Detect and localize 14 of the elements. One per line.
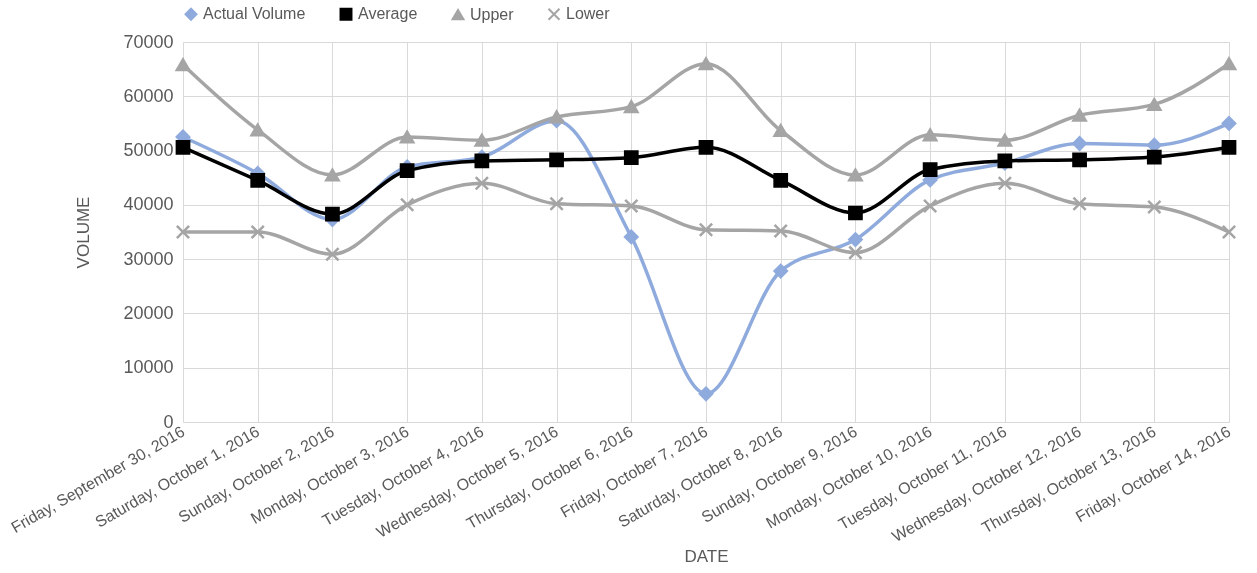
y-tick-label: 40000	[123, 194, 174, 215]
y-axis-title: VOLUME	[74, 196, 94, 269]
y-tick-label: 60000	[123, 85, 174, 106]
y-tick-label: 50000	[123, 140, 174, 161]
y-tick-label: 30000	[123, 248, 174, 269]
y-tick-label: 10000	[123, 357, 174, 378]
legend-label: Average	[358, 5, 418, 23]
legend-label: Upper	[470, 5, 515, 23]
y-tick-label: 0	[163, 411, 174, 432]
y-tick-label: 70000	[123, 31, 174, 52]
y-tick-label: 20000	[123, 302, 174, 323]
legend-label: Actual Volume	[203, 5, 306, 23]
legend-label: Lower	[566, 5, 611, 23]
x-axis-title: DATE	[684, 547, 729, 567]
